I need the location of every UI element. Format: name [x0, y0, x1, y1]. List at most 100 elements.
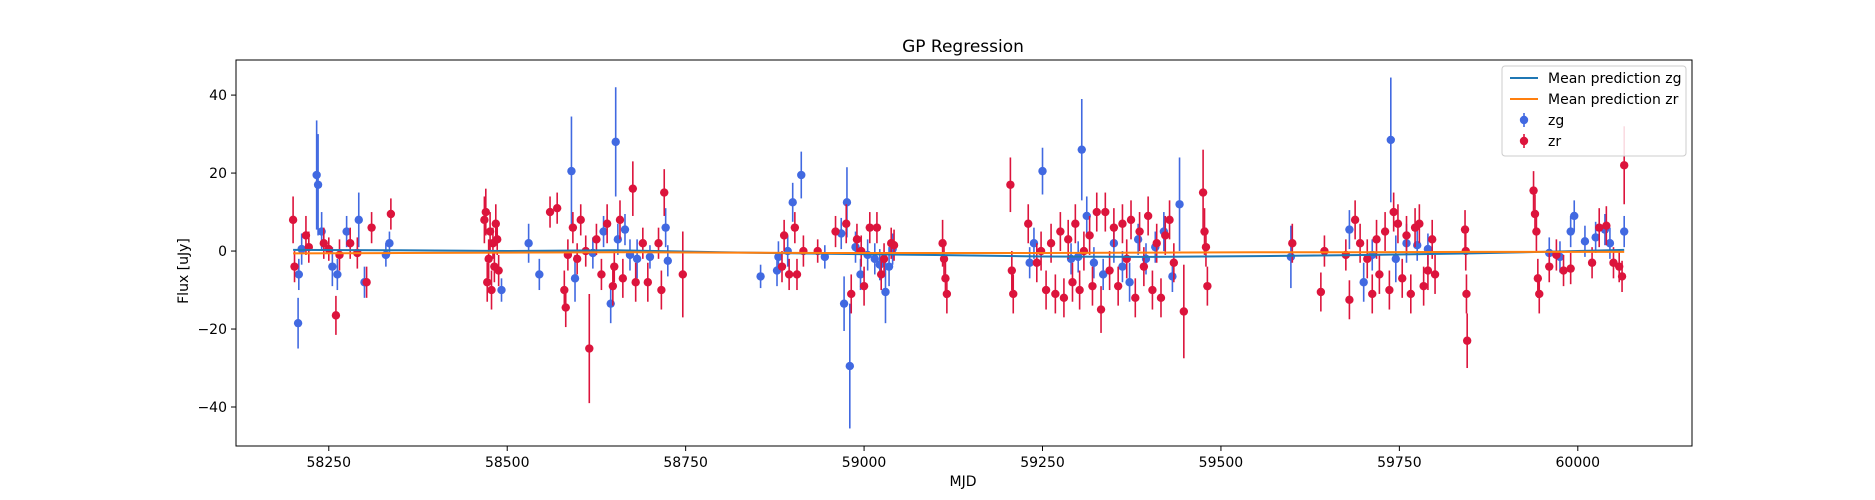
- point-zr-16: [484, 255, 492, 263]
- point-zg-78: [1570, 212, 1578, 220]
- point-zg-6: [328, 262, 336, 270]
- point-zr-107: [1165, 216, 1173, 224]
- point-zr-15: [483, 278, 491, 286]
- point-zg-23: [621, 225, 629, 233]
- point-zg-59: [1125, 278, 1133, 286]
- point-zr-143: [1531, 210, 1539, 218]
- point-zr-83: [1064, 235, 1072, 243]
- point-zr-102: [1144, 212, 1152, 220]
- point-zg-66: [1287, 253, 1295, 261]
- point-zr-142: [1529, 186, 1537, 194]
- legend-label-Mean prediction zr: Mean prediction zr: [1548, 92, 1679, 108]
- point-zr-18: [487, 286, 495, 294]
- point-zr-1: [290, 262, 298, 270]
- point-zr-70: [941, 274, 949, 282]
- point-zr-42: [631, 278, 639, 286]
- point-zg-33: [789, 198, 797, 206]
- point-zr-108: [1170, 259, 1178, 267]
- point-zr-136: [1428, 235, 1436, 243]
- point-zg-83: [1620, 227, 1628, 235]
- point-zr-21: [492, 220, 500, 228]
- point-zg-50: [1038, 167, 1046, 175]
- point-zg-70: [1387, 136, 1395, 144]
- point-zr-65: [880, 255, 888, 263]
- point-zr-14: [482, 208, 490, 216]
- point-zr-111: [1200, 227, 1208, 235]
- point-zr-134: [1419, 282, 1427, 290]
- point-zr-46: [657, 286, 665, 294]
- point-zr-35: [597, 270, 605, 278]
- point-zr-101: [1140, 262, 1148, 270]
- point-zr-26: [560, 286, 568, 294]
- point-zr-94: [1110, 223, 1118, 231]
- point-zr-130: [1402, 231, 1410, 239]
- point-zr-45: [654, 239, 662, 247]
- point-zr-12: [387, 210, 395, 218]
- point-zr-137: [1431, 270, 1439, 278]
- point-zr-51: [785, 270, 793, 278]
- point-zr-25: [553, 204, 561, 212]
- point-zg-39: [846, 362, 854, 370]
- legend-label-Mean prediction zg: Mean prediction zg: [1548, 71, 1682, 87]
- point-zr-73: [1008, 266, 1016, 274]
- point-zr-120: [1356, 239, 1364, 247]
- point-zr-57: [842, 220, 850, 228]
- point-zr-39: [616, 216, 624, 224]
- point-zg-29: [756, 272, 764, 280]
- point-zr-86: [1075, 286, 1083, 294]
- point-zr-103: [1148, 286, 1156, 294]
- point-zr-99: [1131, 294, 1139, 302]
- point-zr-95: [1114, 282, 1122, 290]
- x-tick-label-59500: 59500: [1199, 455, 1244, 471]
- point-zg-28: [664, 257, 672, 265]
- point-zr-150: [1566, 264, 1574, 272]
- y-tick-label-20: 20: [209, 166, 227, 182]
- point-zr-105: [1157, 294, 1165, 302]
- point-zr-50: [780, 231, 788, 239]
- legend-label-zg: zg: [1548, 113, 1564, 129]
- point-zr-98: [1127, 216, 1135, 224]
- point-zr-146: [1535, 290, 1543, 298]
- point-zr-151: [1588, 259, 1596, 267]
- point-zg-1: [295, 270, 303, 278]
- point-zg-37: [840, 299, 848, 307]
- point-zg-60: [1134, 235, 1142, 243]
- point-zr-48: [679, 270, 687, 278]
- point-zr-92: [1101, 208, 1109, 216]
- point-zr-44: [644, 278, 652, 286]
- point-zr-128: [1394, 220, 1402, 228]
- point-zr-96: [1118, 220, 1126, 228]
- point-zr-126: [1385, 286, 1393, 294]
- point-zr-112: [1202, 243, 1210, 251]
- point-zr-141: [1463, 337, 1471, 345]
- point-zr-149: [1559, 266, 1567, 274]
- point-zr-129: [1398, 274, 1406, 282]
- point-zr-41: [629, 184, 637, 192]
- point-zr-71: [943, 290, 951, 298]
- point-zr-91: [1097, 305, 1105, 313]
- point-zg-58: [1118, 262, 1126, 270]
- y-tick-label-0: 0: [218, 244, 227, 260]
- point-zg-34: [797, 171, 805, 179]
- point-zg-3: [312, 171, 320, 179]
- point-zr-0: [289, 216, 297, 224]
- point-zg-4: [314, 181, 322, 189]
- point-zr-47: [660, 188, 668, 196]
- point-zr-122: [1368, 290, 1376, 298]
- point-zr-75: [1024, 220, 1032, 228]
- point-zr-100: [1135, 227, 1143, 235]
- point-zr-118: [1345, 296, 1353, 304]
- y-tick-label--40: −40: [197, 400, 227, 416]
- point-zr-85: [1071, 220, 1079, 228]
- point-zr-61: [860, 282, 868, 290]
- point-zr-24: [546, 208, 554, 216]
- point-zg-26: [646, 253, 654, 261]
- point-zr-156: [1618, 272, 1626, 280]
- point-zr-52: [791, 223, 799, 231]
- point-zr-29: [569, 223, 577, 231]
- point-zr-145: [1534, 274, 1542, 282]
- x-tick-label-58250: 58250: [307, 455, 352, 471]
- point-zr-63: [873, 223, 881, 231]
- point-zr-72: [1006, 181, 1014, 189]
